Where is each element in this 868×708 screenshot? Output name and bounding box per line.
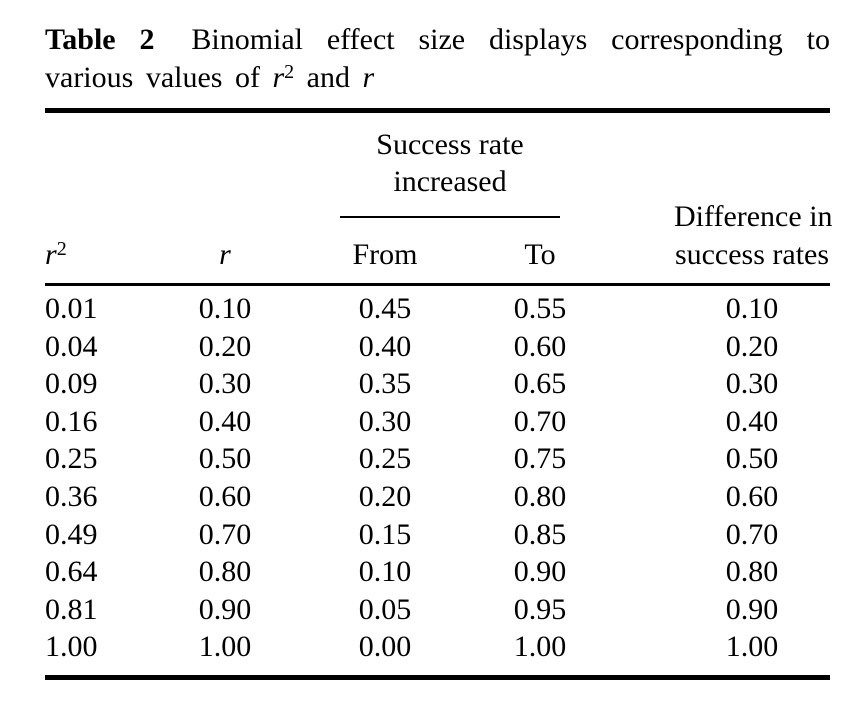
cell-from: 0.00 bbox=[358, 630, 412, 664]
cell-to: 0.60 bbox=[513, 329, 567, 363]
spanner-line2: increased bbox=[393, 165, 507, 198]
caption-line2: various values of r2 and r bbox=[45, 59, 830, 97]
table-row: 0.81 0.90 0.05 0.95 0.90 bbox=[45, 591, 830, 629]
column-header-difference: Difference in success rates bbox=[605, 198, 833, 274]
column-header-r-squared: r2 bbox=[45, 238, 67, 271]
cell-from: 0.45 bbox=[358, 292, 412, 325]
cell-to: 0.95 bbox=[513, 592, 567, 626]
page: Table 2 Binomial effect size displays co… bbox=[45, 21, 833, 680]
cell-r: 0.30 bbox=[198, 367, 252, 401]
table-number: Table 2 bbox=[45, 23, 155, 56]
caption-line1: Table 2 Binomial effect size displays co… bbox=[45, 21, 830, 59]
cell-from: 0.20 bbox=[358, 479, 412, 513]
cell-to: 0.70 bbox=[513, 404, 567, 438]
cell-r-squared: 0.16 bbox=[45, 404, 98, 438]
caption-line2-prefix: various values of bbox=[45, 61, 273, 94]
cell-to: 0.55 bbox=[513, 292, 567, 325]
table-row: 0.04 0.20 0.40 0.60 0.20 bbox=[45, 328, 830, 366]
cell-to: 1.00 bbox=[513, 630, 567, 664]
cell-r: 0.20 bbox=[198, 329, 252, 363]
cell-from: 0.05 bbox=[358, 592, 412, 626]
table-row: 0.16 0.40 0.30 0.70 0.40 bbox=[45, 403, 830, 441]
cell-to: 0.65 bbox=[513, 367, 567, 401]
cell-difference: 0.20 bbox=[725, 329, 779, 363]
cell-r: 0.60 bbox=[198, 479, 252, 513]
cell-difference: 0.30 bbox=[725, 367, 779, 401]
cell-to: 0.75 bbox=[513, 442, 567, 476]
cell-to: 0.85 bbox=[513, 517, 567, 551]
table-caption: Table 2 Binomial effect size displays co… bbox=[45, 21, 830, 97]
cell-r-squared: 0.49 bbox=[45, 517, 98, 551]
cell-difference: 0.90 bbox=[725, 592, 779, 626]
cell-difference: 0.10 bbox=[725, 292, 779, 325]
table-row: 1.00 1.00 0.00 1.00 1.00 bbox=[45, 628, 830, 666]
cell-r-squared: 0.09 bbox=[45, 367, 98, 401]
column-header-r: r bbox=[219, 238, 231, 271]
cell-difference: 1.00 bbox=[725, 630, 779, 664]
cell-r-squared: 0.81 bbox=[45, 592, 98, 626]
cell-difference: 0.80 bbox=[725, 555, 779, 589]
table-body: 0.01 0.10 0.45 0.55 0.10 0.04 0.20 0.40 … bbox=[45, 286, 830, 675]
caption-line2-conjunction: and bbox=[294, 61, 363, 94]
column-header-to: To bbox=[524, 238, 556, 271]
spanner-line1: Success rate bbox=[376, 128, 524, 161]
cell-r: 0.10 bbox=[198, 292, 252, 325]
bes-table: Success rate increased Difference in suc… bbox=[45, 108, 833, 680]
cell-from: 0.35 bbox=[358, 367, 412, 401]
cell-difference: 0.60 bbox=[725, 479, 779, 513]
cell-from: 0.25 bbox=[358, 442, 412, 476]
cell-r-squared: 0.25 bbox=[45, 442, 98, 476]
cell-difference: 0.40 bbox=[725, 404, 779, 438]
cell-r: 1.00 bbox=[198, 630, 252, 664]
spanner-success-rate: Success rate increased bbox=[295, 126, 605, 218]
caption-text: Binomial effect size displays correspond… bbox=[191, 23, 831, 56]
cell-from: 0.30 bbox=[358, 404, 412, 438]
cell-r: 0.90 bbox=[198, 592, 252, 626]
r-squared-symbol: r2 bbox=[272, 61, 295, 94]
table-row: 0.25 0.50 0.25 0.75 0.50 bbox=[45, 440, 830, 478]
cell-from: 0.40 bbox=[358, 329, 412, 363]
table-row: 0.36 0.60 0.20 0.80 0.60 bbox=[45, 478, 830, 516]
cell-r: 0.50 bbox=[198, 442, 252, 476]
r-symbol: r bbox=[362, 61, 375, 94]
cell-from: 0.15 bbox=[358, 517, 412, 551]
cell-difference: 0.50 bbox=[725, 442, 779, 476]
cell-r-squared: 0.36 bbox=[45, 479, 98, 513]
table-row: 0.49 0.70 0.15 0.85 0.70 bbox=[45, 516, 830, 554]
cell-to: 0.80 bbox=[513, 479, 567, 513]
cell-r-squared: 1.00 bbox=[45, 630, 98, 664]
cell-to: 0.90 bbox=[513, 555, 567, 589]
spanner-rule bbox=[340, 216, 560, 218]
cell-r-squared: 0.04 bbox=[45, 329, 98, 363]
cell-r: 0.70 bbox=[198, 517, 252, 551]
cell-r-squared: 0.01 bbox=[45, 292, 98, 325]
cell-r: 0.80 bbox=[198, 555, 252, 589]
difference-header-line1: Difference in bbox=[674, 200, 833, 233]
table-row: 0.09 0.30 0.35 0.65 0.30 bbox=[45, 365, 830, 403]
table-header: Success rate increased Difference in suc… bbox=[45, 113, 833, 286]
difference-header-line2: success rates bbox=[674, 238, 830, 271]
cell-r-squared: 0.64 bbox=[45, 555, 98, 589]
cell-r: 0.40 bbox=[198, 404, 252, 438]
table-row: 0.64 0.80 0.10 0.90 0.80 bbox=[45, 553, 830, 591]
cell-from: 0.10 bbox=[358, 555, 412, 589]
table-row: 0.01 0.10 0.45 0.55 0.10 bbox=[45, 290, 830, 328]
cell-difference: 0.70 bbox=[725, 517, 779, 551]
column-header-from: From bbox=[352, 238, 418, 271]
